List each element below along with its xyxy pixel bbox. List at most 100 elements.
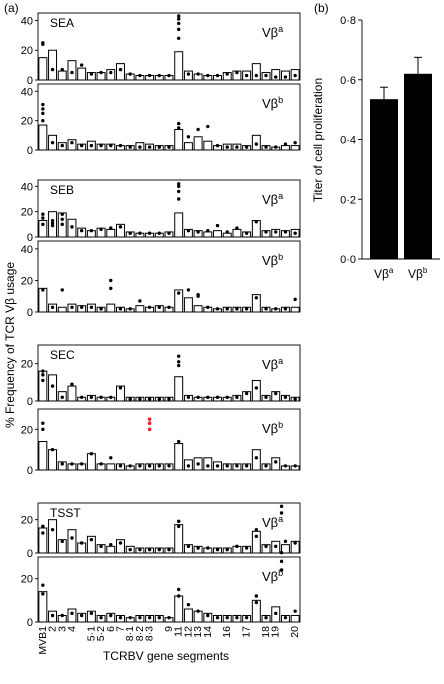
data-point: [79, 541, 84, 545]
subplot-sec-a: 0 20 Vβa SEC: [21, 344, 301, 408]
group-label-seb: SEB: [50, 183, 74, 197]
bar: [116, 539, 125, 554]
data-point: [60, 288, 64, 292]
data-point: [206, 228, 210, 233]
x-category-label: 17: [241, 626, 253, 638]
panel-a-xlabel: TCRBV gene segments: [103, 649, 229, 663]
data-point: [244, 231, 249, 235]
data-point: [293, 297, 297, 302]
x-category-label: 18: [260, 626, 272, 638]
data-point: [167, 73, 171, 78]
y-tick-label: 0: [27, 465, 33, 477]
data-point: [41, 102, 45, 107]
data-point: [293, 231, 297, 235]
data-point: [89, 305, 94, 309]
y-tick-label: 0: [27, 548, 33, 560]
x-category-label: 7: [114, 626, 126, 632]
bar: [38, 57, 48, 81]
data-point: [274, 611, 278, 616]
data-point: [147, 305, 152, 309]
bar: [77, 227, 87, 238]
data-point: [50, 218, 55, 223]
data-point: [254, 600, 259, 605]
data-point: [41, 583, 45, 587]
vbeta-label: Vβb: [262, 420, 283, 436]
data-point: [186, 288, 191, 292]
bar: [174, 443, 184, 471]
data-point: [157, 305, 161, 309]
group-label-tsst: TSST: [50, 506, 81, 520]
x-category-label: 8·3: [144, 626, 156, 641]
bar: [203, 612, 213, 623]
y-tick-label: 20: [21, 207, 33, 219]
data-point: [167, 145, 171, 149]
x-category-label: 11: [173, 626, 185, 637]
data-point: [118, 464, 123, 468]
y-tick-label: 0: [27, 396, 33, 408]
data-point: [70, 462, 74, 466]
vbeta-label: Vβa: [262, 356, 283, 372]
bar: [251, 530, 261, 554]
data-point: [60, 613, 64, 618]
data-point: [99, 615, 103, 620]
data-point: [177, 27, 181, 32]
data-point: [264, 230, 268, 234]
data-point: [206, 124, 210, 129]
data-point: [244, 546, 249, 550]
data-point: [244, 145, 249, 149]
data-point: [254, 527, 259, 532]
data-point: [186, 544, 191, 549]
data-point: [177, 354, 181, 358]
data-point: [283, 75, 288, 79]
data-point: [60, 462, 64, 466]
data-point: [279, 559, 284, 564]
data-point: [167, 231, 171, 235]
x-category-label: 14: [202, 626, 214, 638]
data-point: [138, 547, 142, 552]
data-point: [186, 72, 191, 76]
data-point: [41, 524, 45, 529]
data-point: [264, 464, 268, 468]
subplot-sea-a: 0 20 40 Vβa SEA: [21, 12, 301, 87]
data-point: [41, 427, 45, 432]
data-point: [177, 363, 181, 368]
data-point: [186, 135, 191, 139]
bar: [38, 441, 48, 471]
data-point: [254, 142, 259, 146]
data-point: [279, 504, 284, 509]
data-point: [118, 307, 123, 311]
data-point: [147, 397, 152, 401]
data-point: [254, 220, 259, 224]
data-point: [128, 547, 132, 552]
data-point: [177, 587, 181, 592]
data-point: [41, 531, 45, 535]
data-point: [99, 70, 103, 75]
bar: [48, 519, 58, 554]
bar: [251, 294, 261, 313]
bar: [183, 297, 193, 313]
data-point: [264, 307, 268, 311]
data-point: [196, 127, 200, 132]
y-tick-label: 0·8: [340, 15, 356, 27]
data-point: [89, 537, 94, 542]
data-point: [167, 305, 171, 309]
vbeta-label: Vβb: [262, 568, 283, 584]
data-point: [118, 67, 123, 72]
bar: [222, 232, 232, 238]
panel-a-chart: (a)02040VβaSEA02040Vβb02040VβaSEB02040Vβ…: [3, 1, 301, 663]
bar: [290, 615, 300, 623]
data-point: [264, 145, 268, 149]
data-point: [225, 72, 229, 76]
bar: [77, 67, 87, 81]
data-point: [41, 41, 45, 45]
data-point: [225, 230, 229, 234]
bar: [86, 453, 96, 471]
y-tick-label: 0: [27, 232, 33, 244]
data-point: [109, 226, 113, 230]
data-point: [264, 395, 268, 399]
data-point: [254, 534, 259, 539]
data-point: [196, 395, 200, 399]
data-point: [177, 21, 181, 26]
data-point: [50, 140, 55, 145]
